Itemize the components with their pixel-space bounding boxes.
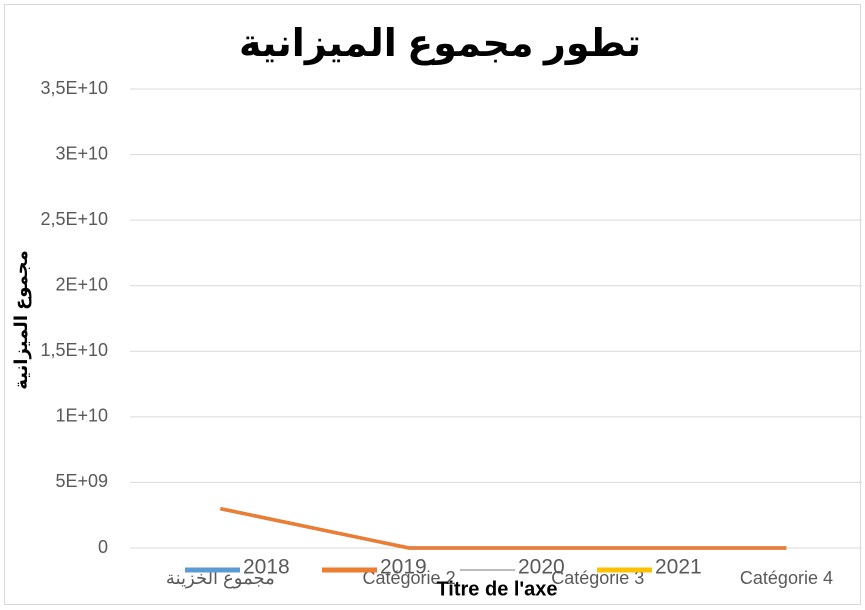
legend-label: 2018 (243, 556, 290, 579)
y-tick-label: 3,5E+10 (40, 78, 108, 98)
x-axis-title: Titre de l'axe (436, 578, 557, 600)
y-tick-label: 1E+10 (55, 406, 108, 426)
y-axis-title: مجموع الميزانية (11, 250, 32, 390)
y-tick-label: 1,5E+10 (40, 340, 108, 360)
chart-title: تطور مجموع الميزانية (239, 23, 641, 65)
y-tick-label: 0 (98, 537, 108, 557)
x-tick-label: مجموع الخزينة (166, 568, 275, 589)
chart-border (4, 4, 861, 605)
x-tick-label: Catégorie 3 (551, 568, 644, 588)
y-tick-label: 3E+10 (55, 143, 108, 163)
y-tick-label: 2E+10 (55, 274, 108, 294)
legend-label: 2021 (655, 556, 702, 579)
y-tick-label: 2,5E+10 (40, 209, 108, 229)
legend-label: 2020 (518, 556, 565, 579)
y-tick-label: 5E+09 (55, 471, 108, 491)
legend-label: 2019 (380, 556, 427, 579)
x-tick-label: Catégorie 4 (740, 568, 833, 588)
x-tick-label: Catégorie 2 (363, 568, 456, 588)
series-line (219, 506, 787, 550)
